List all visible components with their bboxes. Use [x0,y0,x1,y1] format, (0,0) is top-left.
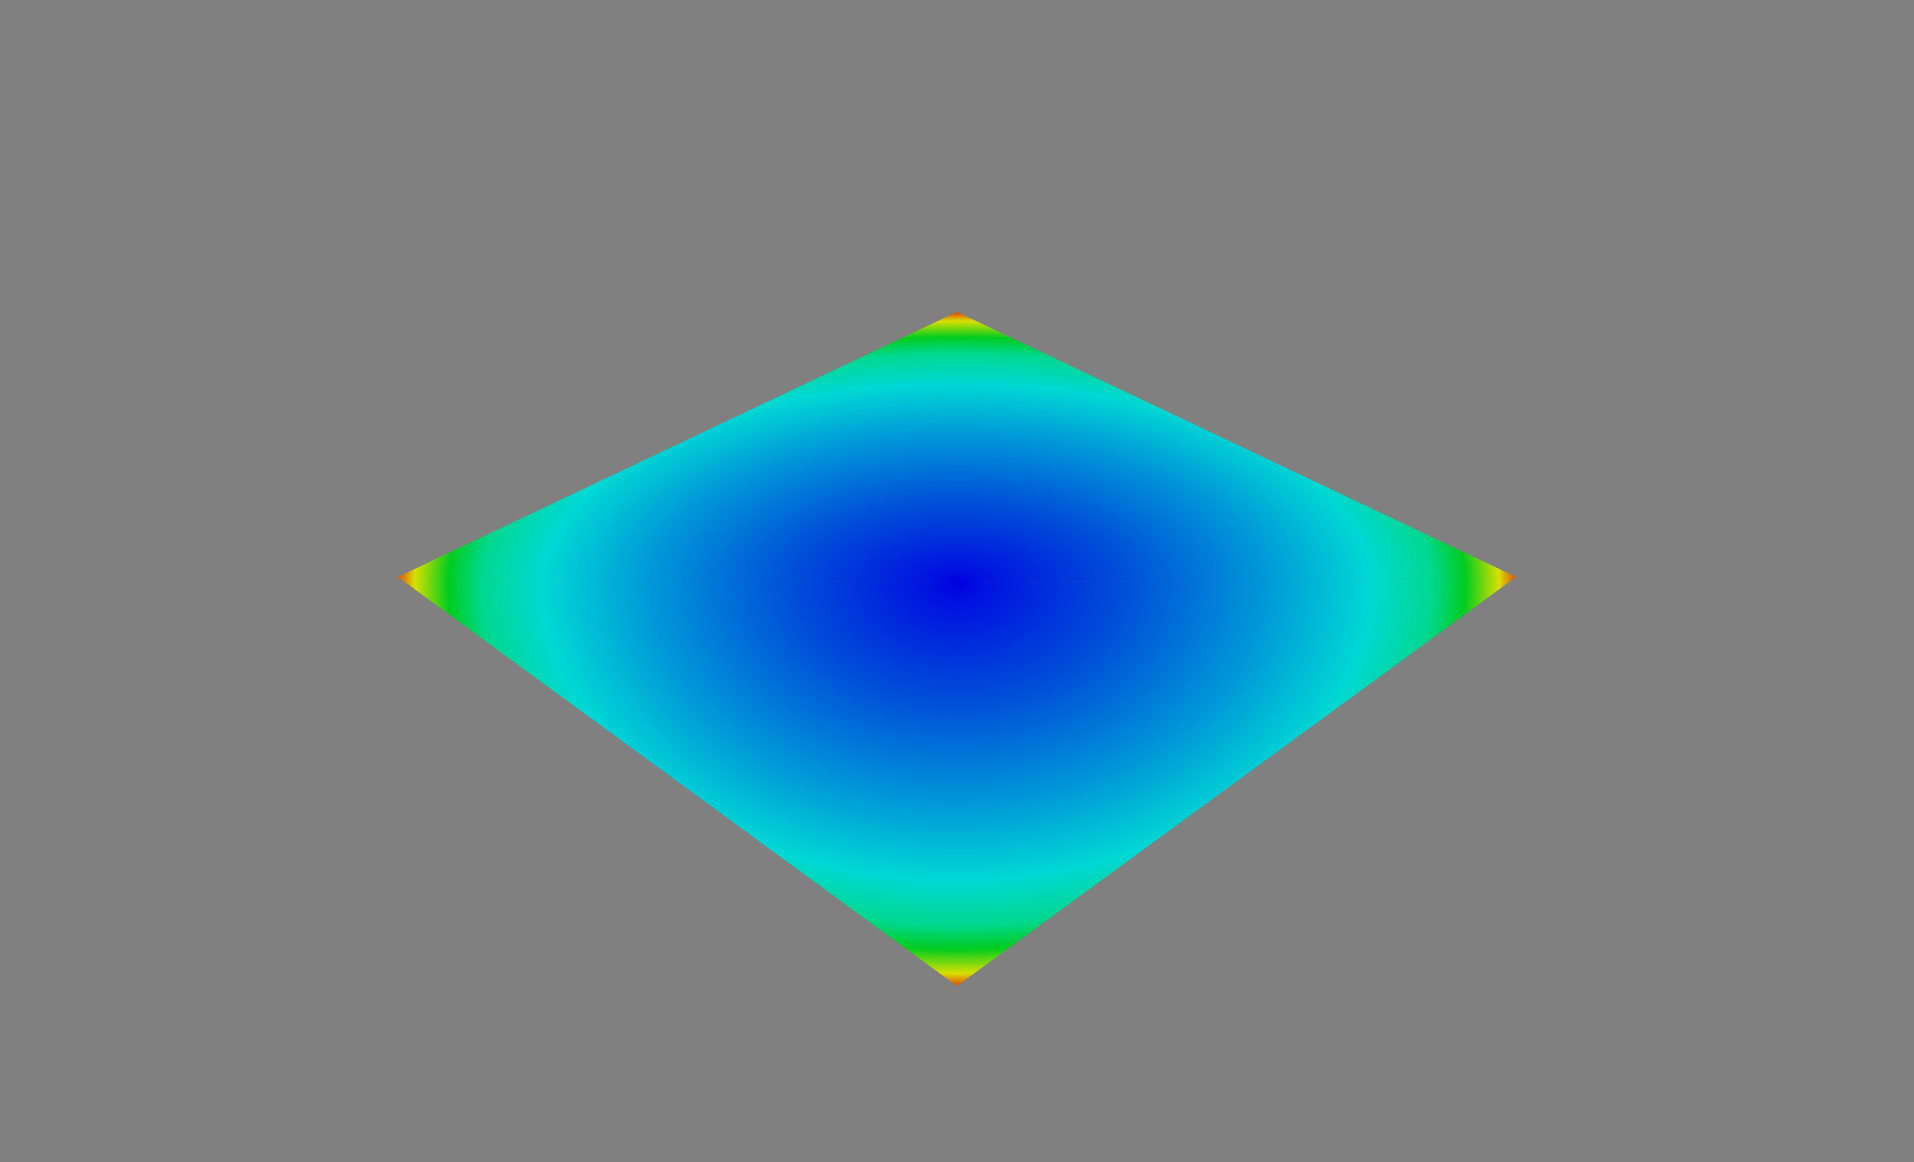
surface-bottom [398,577,1516,986]
surface-seam [398,312,1516,583]
